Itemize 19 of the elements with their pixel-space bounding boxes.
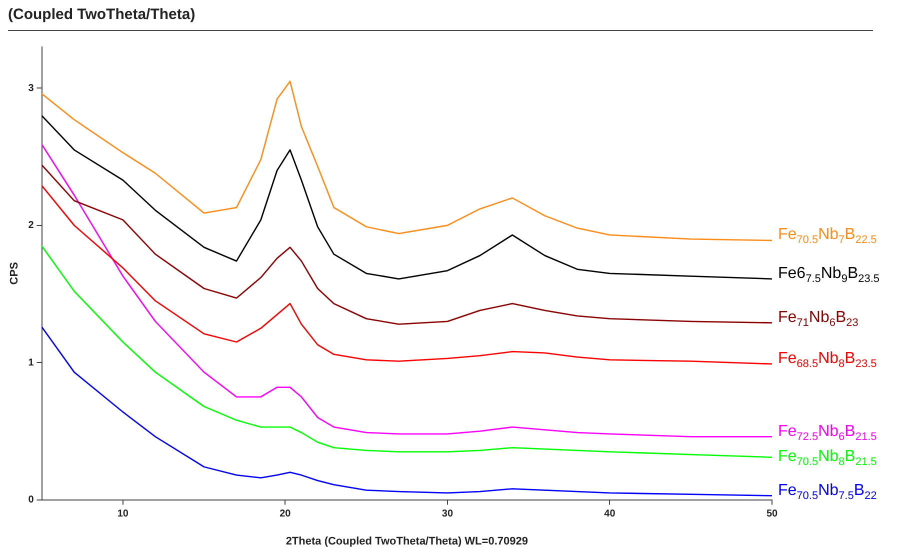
y-tick-label: 2 (28, 220, 34, 232)
y-tick-label: 1 (28, 357, 34, 368)
x-tick-label: 40 (604, 508, 616, 520)
series-label: Fe6$_{7.5}$Nb$_{9}$B$_{23.5}$ (778, 264, 880, 288)
series-label: Fe$_{70.5}$Nb$_{7}$B$_{22.5}$ (778, 226, 877, 249)
x-tick-label: 30 (442, 508, 454, 520)
y-axis-title: CPS (8, 262, 21, 285)
chart-title: (Coupled TwoTheta/Theta) (8, 6, 873, 31)
series-label: Fe$_{72.5}$Nb$_{6}$B$_{21.5}$ (778, 422, 877, 445)
x-tick-label: 20 (280, 508, 292, 520)
x-tick-label: 50 (766, 508, 778, 520)
series-label: Fe$_{70.5}$Nb$_{7.5}$B$_{22}$ (778, 482, 877, 504)
y-tick-label: 3 (28, 82, 34, 94)
x-axis-title: 2Theta (Coupled TwoTheta/Theta) WL=0.70929 (286, 535, 528, 548)
series-label: Fe$_{71}$Nb$_{6}$B$_{23}$ (778, 308, 858, 331)
x-tick-label: 10 (117, 508, 129, 520)
series-label: Fe$_{68.5}$Nb$_{8}$B$_{23.5}$ (778, 350, 877, 372)
series-label: Fe$_{70.5}$Nb$_{8}$B$_{21.5}$ (778, 448, 877, 470)
y-tick-label: 0 (28, 494, 34, 506)
